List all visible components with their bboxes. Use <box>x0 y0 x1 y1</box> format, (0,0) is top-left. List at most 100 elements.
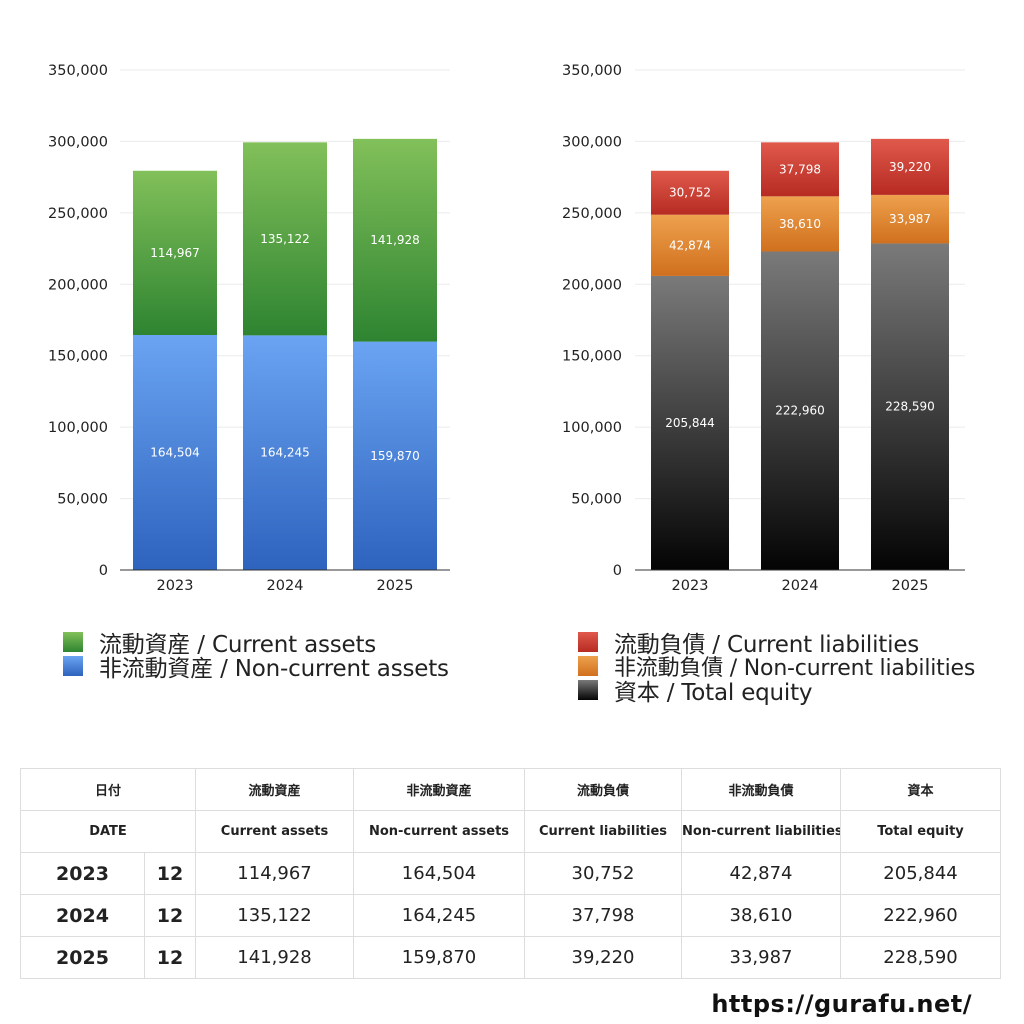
legend-swatch-current-assets <box>63 632 83 652</box>
bar-value-label: 205,844 <box>665 416 715 430</box>
bar-segment <box>243 142 327 336</box>
bar-value-label: 38,610 <box>779 217 821 231</box>
x-tick-label: 2023 <box>672 578 709 594</box>
y-tick-label: 300,000 <box>562 134 622 150</box>
bar-segment <box>651 170 729 215</box>
legend-item-total-equity: 資本 / Total equity <box>578 678 975 706</box>
bar-segment <box>133 170 217 335</box>
legend-label: 非流動資産 / Non-current assets <box>99 656 449 682</box>
table-cell: 135,122 <box>195 894 355 937</box>
table-row: 2025 12 141,928 159,870 39,220 33,987 22… <box>20 936 1002 979</box>
charts-canvas: 0 50,000 100,000 150,000 200,000 250,000 300,0… <box>48 63 965 594</box>
bar-value-label: 114,967 <box>150 246 200 260</box>
bar-segment <box>871 194 949 244</box>
y-tick-label: 350,000 <box>562 63 622 79</box>
legend-label: 非流動負債 / Non-current liabilities <box>614 656 976 681</box>
y-tick-label: 50,000 <box>571 492 622 508</box>
bar-segment <box>651 214 729 276</box>
bar-value-label: 39,220 <box>889 160 931 174</box>
table-row: 2023 12 114,967 164,504 30,752 42,874 20… <box>20 852 1002 895</box>
liabilities-legend: 流動負債 / Current liabilities 非流動負債 / Non-c… <box>578 630 975 706</box>
bar-value-label: 228,590 <box>885 400 935 414</box>
x-tick-label: 2025 <box>377 578 414 594</box>
table-header-cell: Current liabilities <box>524 810 683 853</box>
legend-label: 流動負債 / Current liabilities <box>614 632 920 658</box>
assets-chart: 0 50,000 100,000 150,000 200,000 250,000 300,0… <box>48 63 450 594</box>
bar-segment <box>353 341 437 570</box>
table-cell: 42,874 <box>681 852 842 895</box>
bar-value-label: 33,987 <box>889 212 931 226</box>
y-tick-label: 200,000 <box>48 277 108 293</box>
legend-item-non-current-assets: 非流動資産 / Non-current assets <box>63 654 449 682</box>
bar-value-label: 141,928 <box>370 233 420 247</box>
table-cell-year: 2023 <box>20 852 145 895</box>
table-header-cell: 資本 <box>840 768 1002 811</box>
bar-value-label: 42,874 <box>669 238 711 252</box>
table-header-cell: 非流動負債 <box>681 768 842 811</box>
table-cell-year: 2024 <box>20 894 145 937</box>
bar-segment <box>353 138 437 342</box>
bar-value-label: 135,122 <box>260 232 310 246</box>
legend-swatch-non-current-liabilities <box>578 656 598 676</box>
table-cell: 159,870 <box>353 936 526 979</box>
table-cell: 205,844 <box>840 852 1002 895</box>
y-tick-label: 0 <box>613 563 622 579</box>
y-tick-label: 250,000 <box>562 206 622 222</box>
x-tick-label: 2025 <box>892 578 929 594</box>
table-cell: 114,967 <box>195 852 355 895</box>
table-cell: 38,610 <box>681 894 842 937</box>
y-tick-label: 0 <box>99 563 108 579</box>
bar-value-label: 164,245 <box>260 446 310 460</box>
table-header-cell: 流動資産 <box>195 768 355 811</box>
table-header-cell: Current assets <box>195 810 355 853</box>
bar-value-label: 30,752 <box>669 186 711 200</box>
table-cell: 164,504 <box>353 852 526 895</box>
table-header-cell: Non-current assets <box>353 810 526 853</box>
table-header-cell: DATE <box>19 810 197 853</box>
bar-value-label: 222,960 <box>775 404 825 418</box>
table-cell: 30,752 <box>524 852 683 895</box>
legend-item-current-assets: 流動資産 / Current assets <box>63 630 449 658</box>
bar-segment <box>871 243 949 570</box>
table-header-cell: Total equity <box>840 810 1002 853</box>
bar-value-label: 164,504 <box>150 445 200 459</box>
table-header-cell: 非流動資産 <box>353 768 526 811</box>
y-tick-label: 100,000 <box>562 420 622 436</box>
x-tick-label: 2024 <box>782 578 819 594</box>
data-table: 日付 流動資産 非流動資産 流動負債 非流動負債 資本 DATE Current… <box>19 768 1002 979</box>
bar-segment <box>871 138 949 195</box>
x-tick-label: 2024 <box>267 578 304 594</box>
table-cell: 33,987 <box>681 936 842 979</box>
y-tick-label: 300,000 <box>48 134 108 150</box>
table-header-jp: 日付 流動資産 非流動資産 流動負債 非流動負債 資本 <box>19 768 1002 811</box>
x-tick-label: 2023 <box>157 578 194 594</box>
table-cell: 39,220 <box>524 936 683 979</box>
y-tick-label: 200,000 <box>562 277 622 293</box>
table-header-cell: 日付 <box>19 768 197 811</box>
table-cell: 222,960 <box>840 894 1002 937</box>
bar-segment <box>651 275 729 570</box>
site-url[interactable]: https://gurafu.net/ <box>711 990 972 1018</box>
y-tick-label: 150,000 <box>562 349 622 365</box>
bar-segment <box>761 142 839 197</box>
legend-swatch-non-current-assets <box>63 656 83 676</box>
bar-segment <box>761 251 839 570</box>
table-header-en: DATE Current assets Non-current assets C… <box>19 810 1002 853</box>
bar-value-label: 37,798 <box>779 162 821 176</box>
table-cell: 141,928 <box>195 936 355 979</box>
legend-item-current-liabilities: 流動負債 / Current liabilities <box>578 630 975 658</box>
table-cell: 228,590 <box>840 936 1002 979</box>
y-tick-label: 250,000 <box>48 206 108 222</box>
table-cell-month: 12 <box>143 894 197 937</box>
legend-label: 資本 / Total equity <box>614 680 813 706</box>
bar-value-label: 159,870 <box>370 449 420 463</box>
liabilities-equity-chart: 0 50,000 100,000 150,000 200,000 250,000 300,0… <box>562 63 965 594</box>
legend-item-non-current-liabilities: 非流動負債 / Non-current liabilities <box>578 654 975 681</box>
bar-segment <box>243 335 327 570</box>
y-tick-label: 50,000 <box>57 492 108 508</box>
legend-label: 流動資産 / Current assets <box>99 632 377 658</box>
table-header-cell: 流動負債 <box>524 768 683 811</box>
bar-segment <box>761 196 839 252</box>
table-header-cell: Non-current liabilities <box>681 810 842 853</box>
table-row: 2024 12 135,122 164,245 37,798 38,610 22… <box>20 894 1002 937</box>
